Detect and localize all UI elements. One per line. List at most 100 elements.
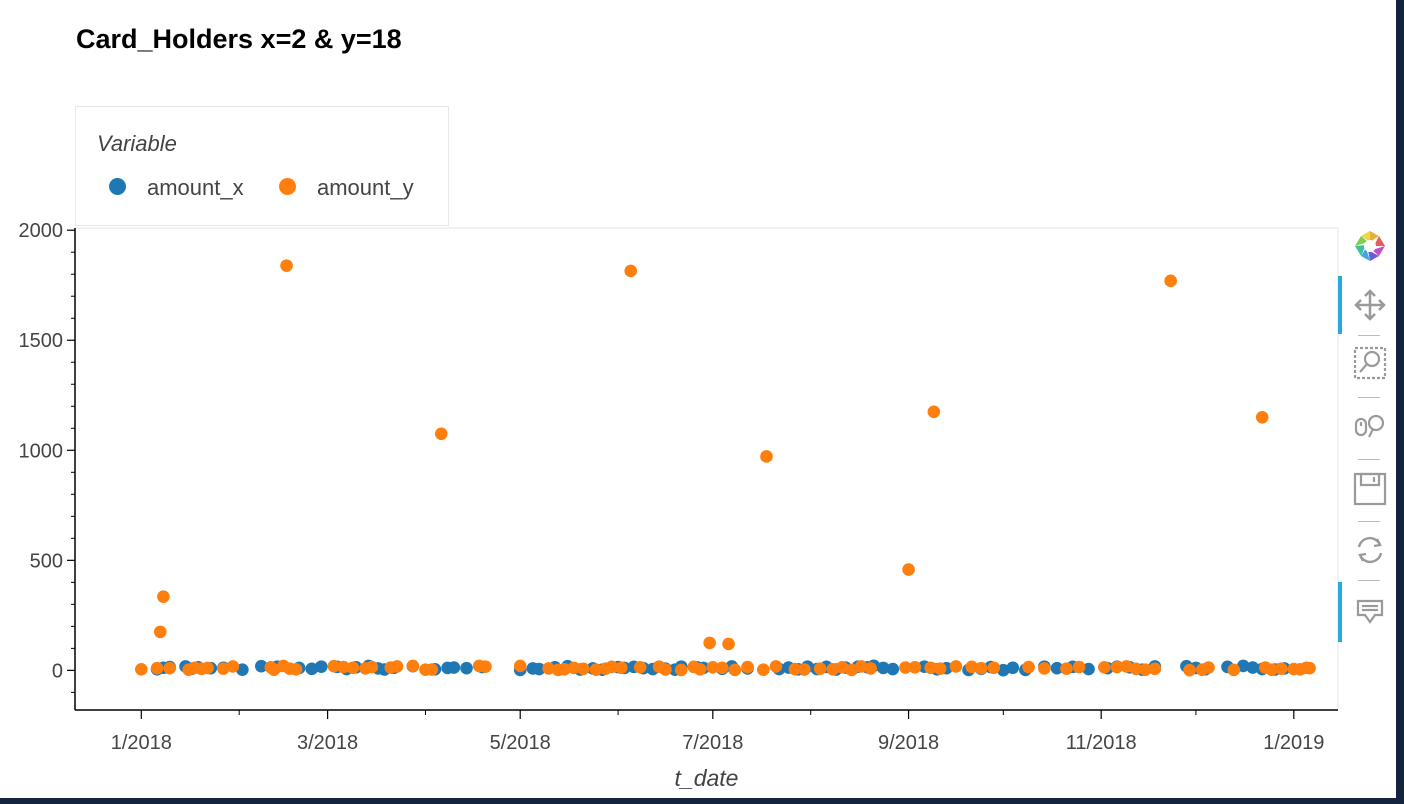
point-amount-y xyxy=(933,662,947,675)
point-amount-y xyxy=(902,563,915,576)
point-amount-y xyxy=(624,264,638,278)
point-amount-y xyxy=(741,660,754,674)
point-amount-y xyxy=(1227,663,1241,677)
point-amount-x xyxy=(460,661,473,675)
x-tick-label: 1/2018 xyxy=(111,732,172,754)
point-amount-y xyxy=(987,661,1001,675)
legend-marker-amount-x xyxy=(109,178,126,195)
point-amount-x xyxy=(1082,662,1095,676)
point-amount-x xyxy=(236,663,249,677)
point-amount-y xyxy=(1038,662,1051,675)
legend-label-amount-x: amount_x xyxy=(147,175,244,200)
legend-marker-amount-y xyxy=(279,178,296,195)
point-amount-y xyxy=(558,662,571,676)
point-amount-y xyxy=(153,625,167,639)
point-amount-y xyxy=(201,661,214,675)
chart-title: Card_Holders x=2 & y=18 xyxy=(76,24,402,54)
point-amount-y xyxy=(693,662,707,676)
y-tick-label: 1500 xyxy=(19,330,64,352)
point-amount-y xyxy=(425,663,439,676)
plot-toolbar xyxy=(1338,222,1396,652)
toolbar-separator xyxy=(1358,580,1380,581)
point-amount-y xyxy=(924,661,937,675)
point-amount-y xyxy=(1303,661,1316,675)
tick-labels: 0 500 1000 1500 2000 1/2018 3/2018 5/2018 7/2018… xyxy=(19,220,1325,791)
point-amount-y xyxy=(769,660,783,673)
point-amount-y xyxy=(1202,661,1215,674)
point-amount-y xyxy=(542,662,555,675)
point-amount-y xyxy=(217,662,230,675)
point-amount-x xyxy=(314,660,328,673)
point-amount-y xyxy=(163,661,177,675)
legend: Variable amount_x amount_y xyxy=(75,106,449,226)
point-amount-y xyxy=(1255,410,1269,424)
point-amount-y xyxy=(760,450,773,463)
point-amount-y xyxy=(813,662,827,675)
point-amount-y xyxy=(567,661,581,675)
toolbar-separator xyxy=(1358,459,1380,460)
point-amount-y xyxy=(835,661,849,674)
point-amount-x xyxy=(1006,661,1020,675)
x-tick-label: 3/2018 xyxy=(297,732,358,754)
point-amount-x xyxy=(877,661,890,675)
point-amount-y xyxy=(390,660,404,673)
point-amount-y xyxy=(406,659,420,673)
point-amount-y xyxy=(327,659,341,673)
point-amount-y xyxy=(757,663,770,677)
point-amount-y xyxy=(150,661,164,675)
point-amount-y xyxy=(722,637,735,651)
point-amount-y xyxy=(659,663,672,676)
point-amount-y xyxy=(633,661,647,674)
point-amount-y xyxy=(715,661,729,675)
hover-icon[interactable] xyxy=(1352,594,1388,630)
toolbar-separator xyxy=(1358,521,1380,522)
point-amount-y xyxy=(974,661,988,675)
point-amount-y xyxy=(845,663,859,677)
reset-icon[interactable] xyxy=(1352,532,1388,568)
bokeh-logo-icon[interactable] xyxy=(1352,228,1388,264)
x-tick-label: 11/2018 xyxy=(1066,732,1137,754)
point-amount-y xyxy=(703,636,716,650)
point-amount-y xyxy=(280,259,293,272)
point-amount-y xyxy=(728,663,742,677)
point-amount-y xyxy=(674,663,688,677)
data-points xyxy=(135,259,1316,677)
point-amount-y xyxy=(864,662,877,675)
point-amount-y xyxy=(965,660,979,674)
axes xyxy=(67,227,1339,719)
point-amount-y xyxy=(1110,660,1124,674)
wheel-zoom-icon[interactable] xyxy=(1352,408,1388,444)
point-amount-y xyxy=(788,662,802,676)
point-amount-y xyxy=(826,662,840,676)
point-amount-y xyxy=(135,662,148,676)
point-amount-y xyxy=(854,660,868,673)
point-amount-y xyxy=(1164,274,1177,288)
point-amount-y xyxy=(365,660,379,674)
point-amount-y xyxy=(1139,663,1152,677)
point-amount-y xyxy=(289,662,303,676)
point-amount-x xyxy=(447,661,461,674)
point-amount-y xyxy=(1022,660,1035,674)
y-tick-label: 500 xyxy=(30,550,63,572)
x-tick-label: 5/2018 xyxy=(490,732,551,754)
point-amount-x xyxy=(305,662,319,676)
point-amount-y xyxy=(513,659,527,673)
point-amount-y xyxy=(949,660,963,673)
save-icon[interactable] xyxy=(1352,471,1388,507)
point-amount-y xyxy=(346,661,360,675)
point-amount-y xyxy=(605,660,619,674)
scatter-plot[interactable]: 0 500 1000 1500 2000 1/2018 3/2018 5/2018 7/2018… xyxy=(0,0,1340,798)
x-axis-title: t_date xyxy=(675,765,739,791)
point-amount-y xyxy=(1183,663,1196,677)
point-amount-y xyxy=(1129,662,1143,676)
point-amount-y xyxy=(1072,660,1086,674)
point-amount-y xyxy=(589,663,603,677)
y-tick-label: 2000 xyxy=(19,220,64,242)
point-amount-y xyxy=(434,427,448,441)
box-zoom-icon[interactable] xyxy=(1352,345,1388,381)
hover-active-indicator xyxy=(1338,582,1342,642)
pan-icon[interactable] xyxy=(1352,287,1388,323)
toolbar-separator xyxy=(1358,335,1380,336)
point-amount-x xyxy=(997,663,1010,677)
